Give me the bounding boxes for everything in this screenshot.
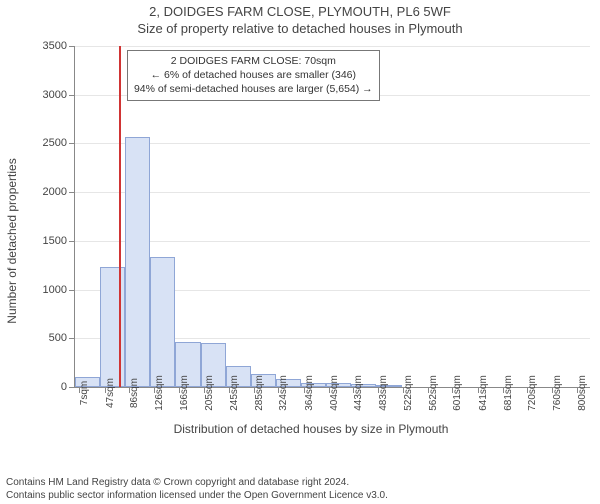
x-tick-label: 641sqm <box>478 375 489 411</box>
info-callout: 2 DOIDGES FARM CLOSE: 70sqm ← 6% of deta… <box>127 50 380 101</box>
info-line-2: ← 6% of detached houses are smaller (346… <box>134 68 373 82</box>
y-tick-label: 0 <box>61 381 67 393</box>
gridline <box>75 241 590 242</box>
y-tick-label: 500 <box>49 332 67 344</box>
x-tick-label: 720sqm <box>527 375 538 411</box>
y-tick <box>69 338 75 339</box>
x-tick-label: 483sqm <box>378 375 389 411</box>
credit-text: Contains HM Land Registry data © Crown c… <box>6 477 388 502</box>
y-tick <box>69 143 75 144</box>
x-tick-label: 601sqm <box>452 375 463 411</box>
x-tick-label: 404sqm <box>329 375 340 411</box>
x-tick-label: 47sqm <box>105 378 116 408</box>
x-tick-label: 681sqm <box>503 375 514 411</box>
x-tick-label: 7sqm <box>79 381 90 405</box>
x-tick-label: 324sqm <box>278 375 289 411</box>
gridline <box>75 143 590 144</box>
page-subtitle: Size of property relative to detached ho… <box>0 21 600 36</box>
chart-container: Number of detached properties 2 DOIDGES … <box>32 46 590 436</box>
x-tick-label: 562sqm <box>428 375 439 411</box>
x-tick-label: 205sqm <box>204 375 215 411</box>
y-tick-label: 3500 <box>43 40 67 52</box>
info-line-1: 2 DOIDGES FARM CLOSE: 70sqm <box>134 54 373 68</box>
x-axis-title: Distribution of detached houses by size … <box>32 422 590 436</box>
x-tick-label: 126sqm <box>154 375 165 411</box>
gridline <box>75 192 590 193</box>
y-tick <box>69 95 75 96</box>
x-tick-label: 245sqm <box>229 375 240 411</box>
x-tick-label: 522sqm <box>403 375 414 411</box>
property-marker-line <box>119 46 121 387</box>
y-tick-label: 3000 <box>43 89 67 101</box>
histogram-bar <box>125 137 150 387</box>
x-tick-label: 364sqm <box>304 375 315 411</box>
x-tick-label: 800sqm <box>577 375 588 411</box>
x-tick-label: 760sqm <box>552 375 563 411</box>
credit-line-2: Contains public sector information licen… <box>6 490 388 503</box>
x-tick-label: 285sqm <box>254 375 265 411</box>
histogram-bar <box>150 257 175 387</box>
y-tick-label: 1000 <box>43 284 67 296</box>
y-tick <box>69 241 75 242</box>
y-tick <box>69 387 75 388</box>
y-tick <box>69 46 75 47</box>
y-tick-label: 1500 <box>43 235 67 247</box>
gridline <box>75 46 590 47</box>
x-tick-label: 166sqm <box>179 375 190 411</box>
y-tick <box>69 192 75 193</box>
histogram-bar <box>100 267 125 387</box>
x-tick-label: 443sqm <box>353 375 364 411</box>
x-tick-label: 86sqm <box>129 378 140 408</box>
y-tick <box>69 290 75 291</box>
plot-area: 2 DOIDGES FARM CLOSE: 70sqm ← 6% of deta… <box>74 46 590 388</box>
y-axis-label: Number of detached properties <box>5 158 19 323</box>
page-title: 2, DOIDGES FARM CLOSE, PLYMOUTH, PL6 5WF <box>0 4 600 19</box>
credit-line-1: Contains HM Land Registry data © Crown c… <box>6 477 388 490</box>
info-line-3: 94% of semi-detached houses are larger (… <box>134 82 373 96</box>
y-tick-label: 2500 <box>43 137 67 149</box>
y-tick-label: 2000 <box>43 186 67 198</box>
